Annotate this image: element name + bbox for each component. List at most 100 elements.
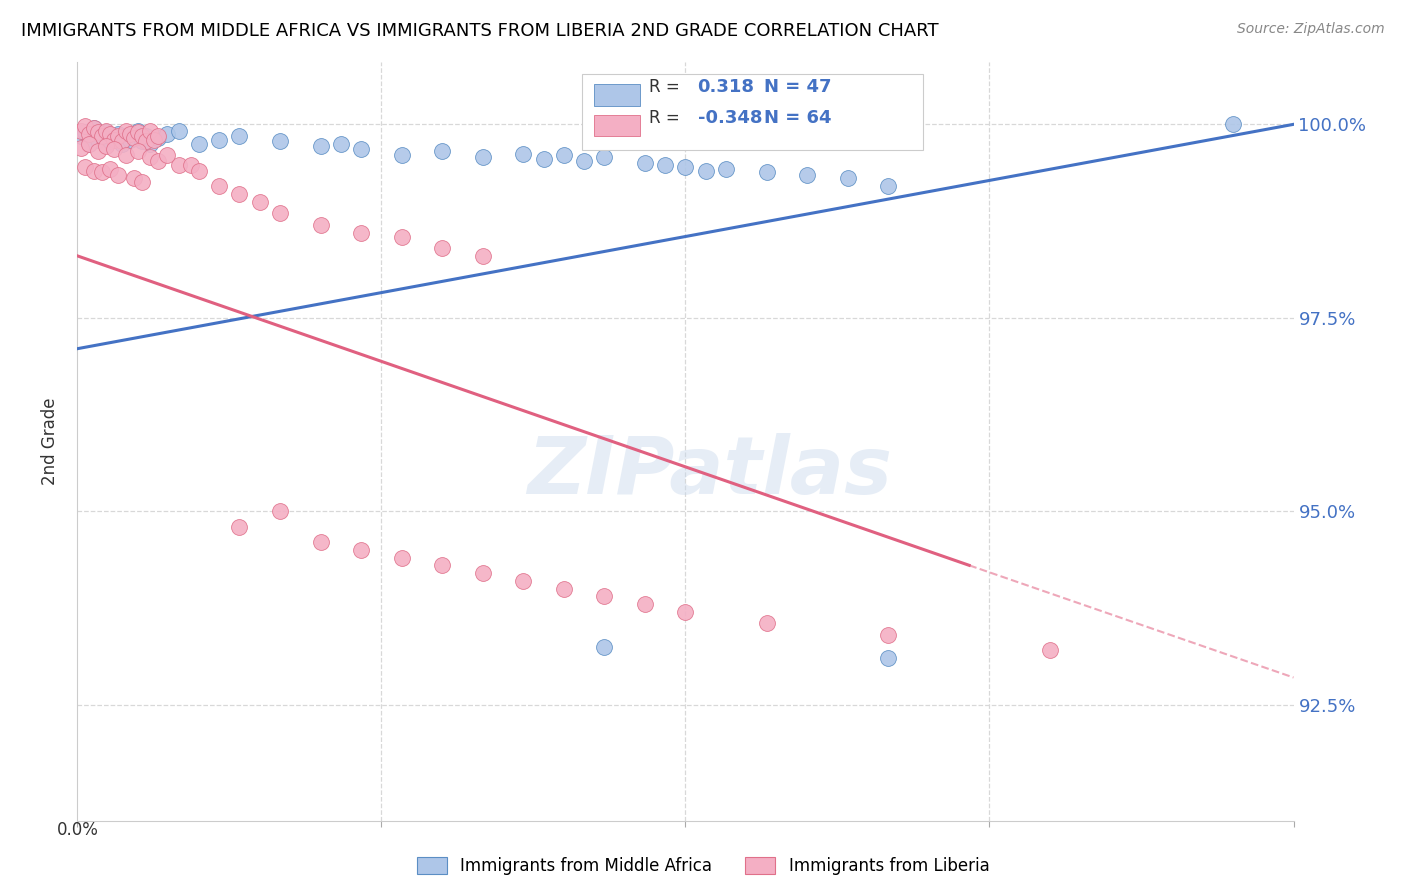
Point <box>83 121 105 136</box>
Point <box>70 123 93 137</box>
Point <box>103 131 125 145</box>
Point <box>135 134 157 148</box>
Point <box>90 128 112 143</box>
Point <box>877 651 900 665</box>
Point <box>79 127 101 141</box>
Point <box>572 154 595 169</box>
Text: N = 64: N = 64 <box>765 109 832 127</box>
Point <box>127 145 149 159</box>
Point <box>131 175 153 189</box>
Point <box>796 168 818 182</box>
Point <box>877 628 900 642</box>
Point <box>180 157 202 171</box>
Point <box>593 150 616 164</box>
Point <box>188 136 211 151</box>
Point <box>430 145 453 159</box>
Text: Source: ZipAtlas.com: Source: ZipAtlas.com <box>1237 22 1385 37</box>
Point <box>148 131 170 145</box>
Point <box>188 163 211 178</box>
Text: 0.0%: 0.0% <box>56 821 98 838</box>
Point <box>103 142 125 156</box>
Point <box>155 148 177 162</box>
Point <box>309 535 332 549</box>
Point <box>167 157 190 171</box>
Point <box>118 133 141 147</box>
Legend: Immigrants from Middle Africa, Immigrants from Liberia: Immigrants from Middle Africa, Immigrant… <box>408 849 998 884</box>
Point <box>148 154 170 169</box>
Point <box>70 140 93 154</box>
Point <box>1039 643 1062 657</box>
Point <box>228 186 250 201</box>
Point <box>155 127 177 141</box>
Point <box>122 131 145 145</box>
Point <box>755 165 778 179</box>
Text: R =: R = <box>650 109 685 127</box>
Point <box>391 229 413 244</box>
Point <box>86 125 108 139</box>
Point <box>350 542 373 557</box>
Point <box>391 550 413 565</box>
Point <box>391 148 413 162</box>
Point <box>593 640 616 654</box>
Point <box>148 128 170 143</box>
Point <box>94 125 117 139</box>
Point <box>83 163 105 178</box>
Point <box>269 206 291 220</box>
Text: IMMIGRANTS FROM MIDDLE AFRICA VS IMMIGRANTS FROM LIBERIA 2ND GRADE CORRELATION C: IMMIGRANTS FROM MIDDLE AFRICA VS IMMIGRA… <box>21 22 939 40</box>
Point <box>118 127 141 141</box>
Point <box>309 139 332 153</box>
Point <box>79 136 101 151</box>
Point <box>533 152 555 166</box>
Point <box>430 558 453 573</box>
Point <box>107 168 129 182</box>
Point <box>135 128 157 143</box>
Point <box>139 123 162 137</box>
Point <box>86 145 108 159</box>
Point <box>115 128 138 143</box>
Point <box>837 171 859 186</box>
Point <box>208 133 231 147</box>
Point <box>98 127 121 141</box>
Point <box>90 128 112 143</box>
Point <box>553 582 575 596</box>
Point <box>115 123 138 137</box>
Point <box>877 179 900 194</box>
Point <box>634 597 657 611</box>
Point <box>111 136 134 151</box>
Point <box>98 134 121 148</box>
Text: R =: R = <box>650 78 685 96</box>
Point <box>131 134 153 148</box>
Point <box>167 123 190 137</box>
Point <box>654 157 676 171</box>
Point <box>115 148 138 162</box>
Point <box>430 241 453 255</box>
Point <box>634 156 657 170</box>
Text: ZIPatlas: ZIPatlas <box>527 433 893 511</box>
Point <box>139 136 162 151</box>
Point <box>512 574 534 588</box>
Point <box>471 150 494 164</box>
Point <box>127 123 149 137</box>
Point <box>94 139 117 153</box>
Point <box>83 121 105 136</box>
Point <box>86 133 108 147</box>
Point <box>122 171 145 186</box>
Point <box>350 226 373 240</box>
Text: 0.318: 0.318 <box>697 78 755 96</box>
Point <box>228 128 250 143</box>
Point <box>512 146 534 161</box>
Point <box>98 162 121 177</box>
Point <box>1222 117 1244 131</box>
Point <box>103 133 125 147</box>
Point <box>208 179 231 194</box>
Point <box>139 150 162 164</box>
Point <box>269 134 291 148</box>
Point <box>79 136 101 151</box>
Point <box>90 165 112 179</box>
Point <box>143 133 166 147</box>
Point <box>471 249 494 263</box>
Point <box>107 128 129 143</box>
Point <box>70 128 93 143</box>
Point <box>249 194 271 209</box>
Point <box>309 218 332 232</box>
